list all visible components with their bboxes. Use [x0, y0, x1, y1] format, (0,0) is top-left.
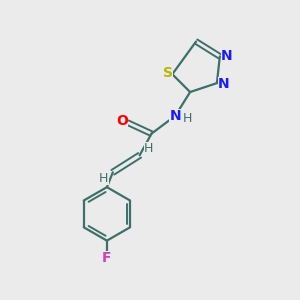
Text: N: N	[169, 109, 181, 123]
Text: N: N	[220, 49, 232, 63]
Text: H: H	[183, 112, 192, 125]
Text: N: N	[218, 77, 229, 91]
Text: H: H	[144, 142, 153, 155]
Text: S: S	[163, 66, 173, 80]
Text: O: O	[116, 114, 128, 128]
Text: H: H	[99, 172, 109, 185]
Text: F: F	[102, 251, 112, 266]
